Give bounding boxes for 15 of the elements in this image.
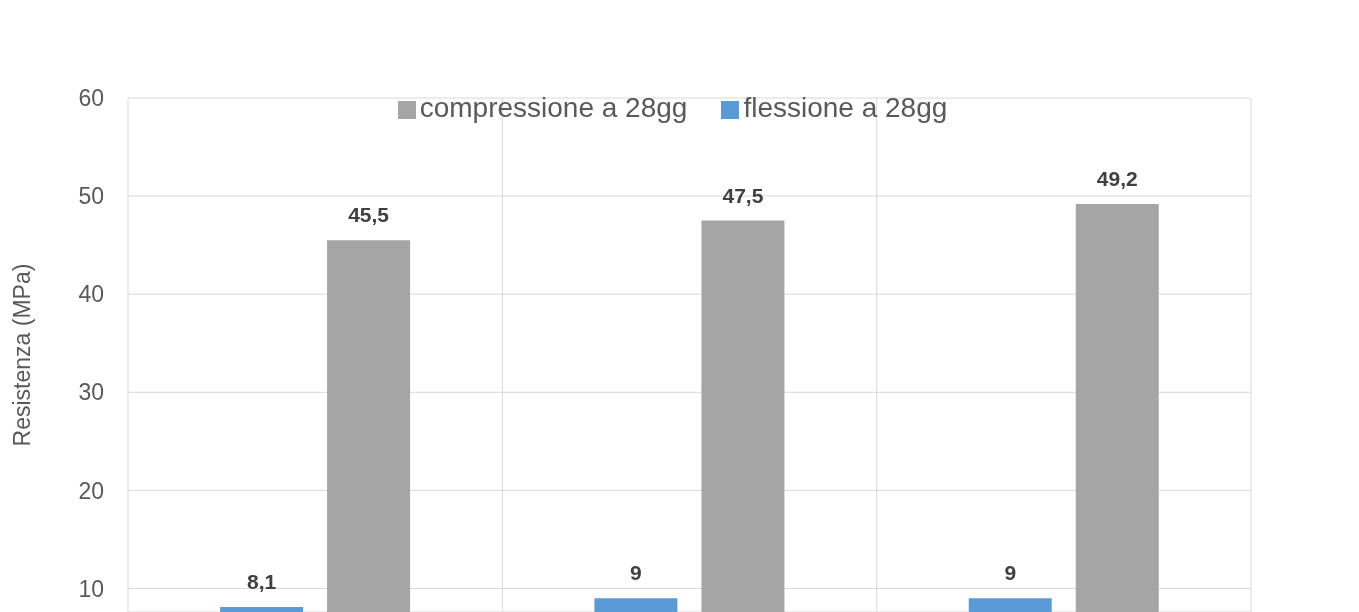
legend-label: compressione a 28gg [419, 92, 688, 123]
y-tick-label: 30 [78, 379, 104, 406]
y-axis-title: Resistenza (MPa) [9, 263, 36, 447]
data-label: 49,2 [1096, 166, 1138, 190]
y-tick-label: 50 [78, 183, 104, 210]
y-tick-label: 40 [78, 281, 104, 308]
y-tick-label: 20 [78, 477, 104, 504]
data-label: 9 [630, 561, 642, 585]
data-label: 45,5 [348, 203, 390, 227]
legend-label: flessione a 28gg [743, 92, 948, 123]
data-label: 9 [1004, 561, 1017, 585]
y-tick-label: 10 [78, 575, 104, 602]
y-tick-label: 60 [78, 85, 104, 112]
data-label: 8,1 [246, 570, 277, 594]
data-label: 47,5 [722, 183, 764, 207]
